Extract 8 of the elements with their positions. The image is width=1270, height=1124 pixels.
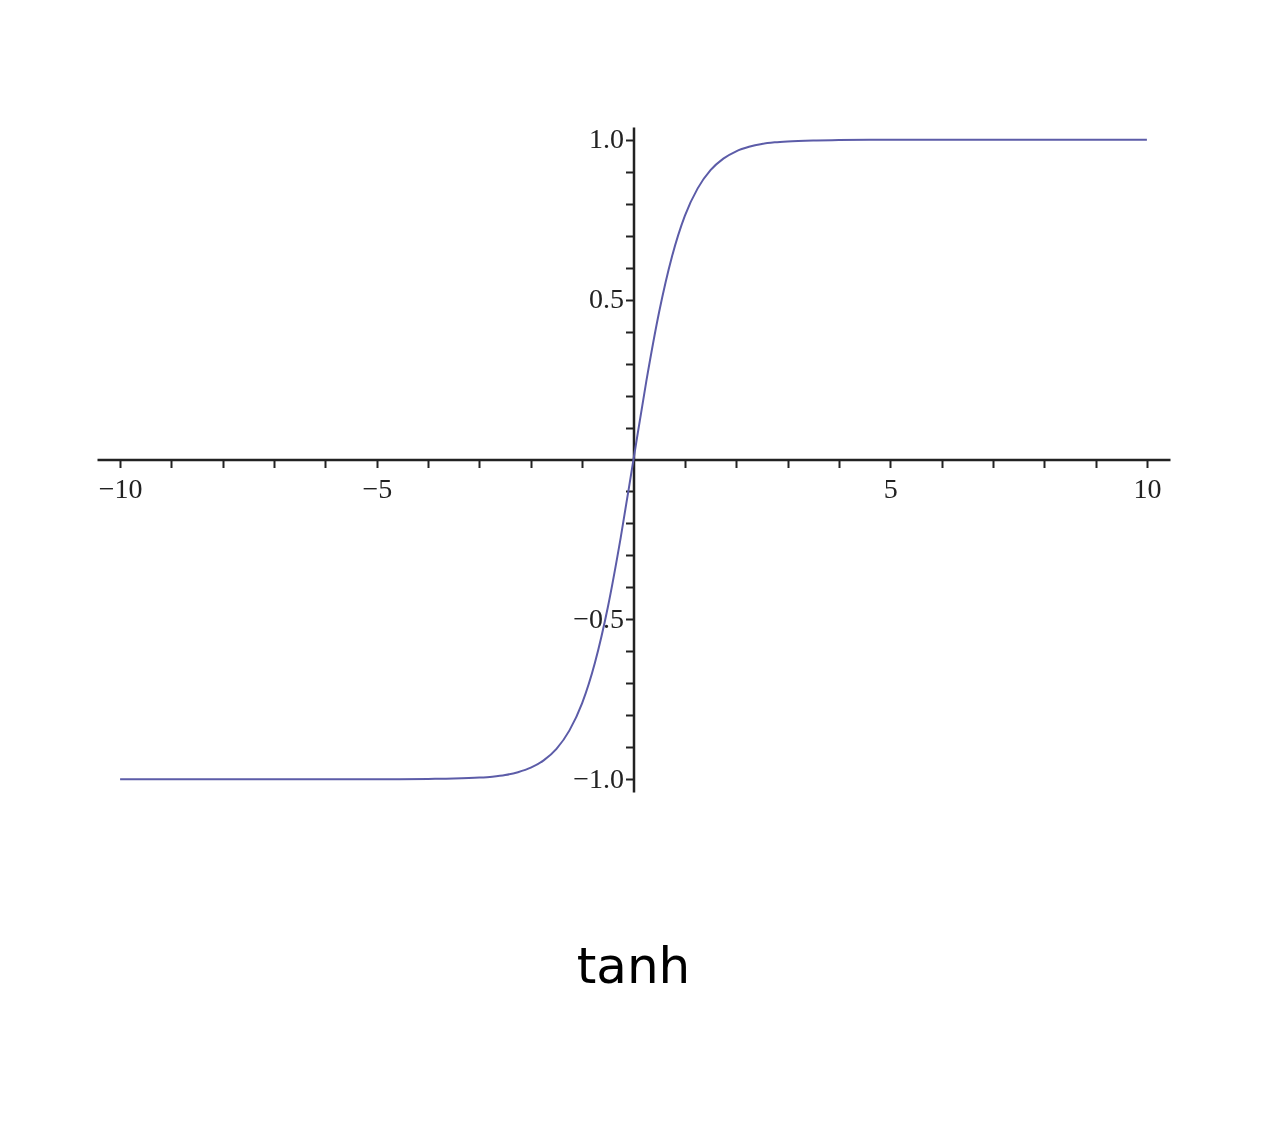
y-tick-label: 0.5 [589, 283, 624, 315]
x-tick-label: −10 [98, 473, 143, 504]
y-tick-label: 1.0 [589, 123, 624, 155]
y-tick-label: −1.0 [573, 762, 624, 794]
x-tick-label: 5 [883, 473, 898, 504]
text: tanh [576, 937, 691, 996]
x-tick-label: 10 [1133, 473, 1162, 504]
x-tick-label: −5 [362, 473, 393, 504]
